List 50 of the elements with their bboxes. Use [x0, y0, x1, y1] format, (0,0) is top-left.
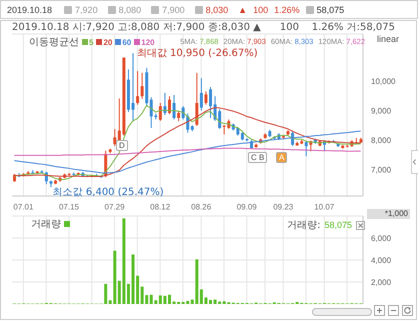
candlestick [140, 72, 144, 100]
y-tick-label: 9,000 [371, 106, 392, 116]
candlestick [304, 140, 308, 157]
y-tick-label: 8,000 [371, 136, 392, 145]
annotation: D [116, 140, 128, 151]
candlestick [200, 78, 203, 112]
y-tick-label: 6,000 [371, 234, 392, 243]
y-tick-label: 10,000 [371, 76, 396, 86]
y-tick-label: 4,000 [371, 256, 392, 265]
text: 100 [253, 4, 268, 14]
candlestick [158, 102, 162, 122]
text: 8,030 [206, 4, 228, 14]
text: linear [377, 34, 400, 44]
x-tick-label: 08.26 [191, 202, 212, 212]
x-tick-label: 08.12 [150, 202, 171, 212]
annotation: 최소값 6,400 (25.47%) [52, 187, 164, 198]
legend-label: 20 [103, 38, 112, 46]
text: ▲ [238, 4, 248, 14]
x-tick-label: 07.01 [13, 202, 34, 212]
text: 2019.10.18 시:7,920 고:8,080 저:7,900 종:8,030 ▲ 100 1.26% 거:58,075 [12, 21, 396, 34]
candlestick [136, 70, 140, 106]
y-tick-label: 2,000 [371, 278, 392, 287]
x-tick-label: 09.23 [273, 202, 294, 212]
text: 58,075 [316, 4, 344, 14]
text: 7,920 [75, 4, 98, 14]
y-axis-title: *1,000 [367, 209, 410, 219]
legend-title: 이동평균선 [29, 36, 79, 49]
text: 8,080 [118, 4, 142, 14]
chart-title: 2019.10.18 [7, 4, 52, 14]
legend-label: 거래량 [31, 218, 61, 231]
candlestick [209, 86, 212, 118]
annotation: A [276, 152, 288, 163]
candlestick [177, 110, 180, 122]
candlestick [168, 96, 171, 115]
text: 1.26% [274, 4, 300, 14]
x-tick-label: 09.09 [236, 202, 258, 212]
legend-label: 120 [141, 38, 155, 46]
candlestick [204, 90, 208, 106]
legend-label: 60 [122, 38, 132, 46]
legend-label: 5 [89, 38, 94, 46]
y-tick-label: 7,000 [371, 165, 392, 174]
x-tick-label: 10.07 [314, 202, 335, 212]
candlestick [172, 94, 176, 120]
x-tick-label: 07.29 [104, 202, 126, 212]
annotation: 58,075 [324, 220, 352, 230]
annotation: 거래량: [287, 219, 320, 232]
text: 7,900 [162, 4, 185, 14]
annotation: 최대값 10,950 (-26.67%) [136, 48, 258, 60]
annotation: C B [248, 152, 268, 163]
x-tick-label: 07.15 [58, 202, 80, 212]
